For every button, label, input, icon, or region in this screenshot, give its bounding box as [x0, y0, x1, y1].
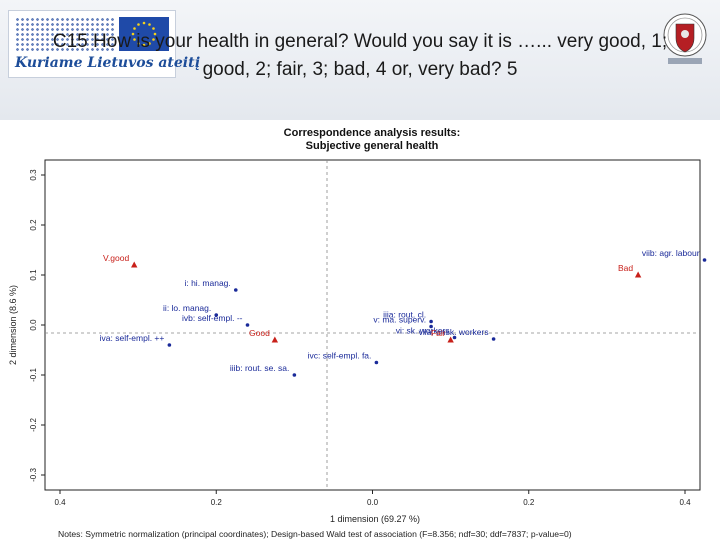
occupation-label: i: hi. manag.	[184, 278, 230, 288]
occupation-label: iiia: rout. cl.	[383, 310, 426, 320]
occupation-marker	[374, 360, 379, 365]
occupation-label: ivb: self-empl. --	[182, 313, 243, 323]
occupation-marker	[292, 373, 297, 377]
slide-header: Kuriame Lietuvos ateitį C15 How is your …	[0, 0, 720, 120]
y-tick-label: 0.2	[29, 219, 38, 231]
question-title: C15 How is your health in general? Would…	[52, 31, 668, 80]
health-marker	[634, 271, 642, 278]
occupation-label: viib: agr. labour	[642, 248, 700, 258]
x-tick-label: 0.2	[211, 498, 223, 507]
occupation-label: viia: unsk. workers	[419, 327, 489, 337]
plot-frame	[44, 159, 701, 491]
data-points: i: hi. manag. ii: lo. manag.ivb: self-emp…	[100, 248, 707, 377]
x-tick-label: 0.4	[679, 498, 691, 507]
occupation-label: iva: self-empl. ++	[100, 333, 165, 343]
y-tick-label: -0.2	[29, 418, 38, 432]
y-tick-label: -0.1	[29, 368, 38, 382]
occupation-label: ii: lo. manag.	[163, 303, 211, 313]
chart-title: Correspondence analysis results:	[284, 127, 461, 139]
y-axis-ticks: -0.3 -0.2 -0.1 0.0 0.1 0.2 0.3	[29, 169, 45, 482]
health-marker	[271, 336, 279, 343]
health-marker	[131, 261, 138, 268]
health-marker	[447, 336, 454, 343]
chart-subtitle: Subjective general health	[306, 140, 439, 152]
health-label: Good	[249, 328, 270, 338]
y-tick-label: 0.3	[29, 169, 38, 181]
occupation-marker	[167, 343, 172, 347]
eu-flag-icon	[119, 17, 169, 51]
occupation-label: ivc: self-empl. fa.	[308, 351, 372, 361]
x-axis-ticks: 0.4 0.2 0.0 0.2 0.4	[54, 490, 691, 507]
x-tick-label: 0.0	[367, 498, 379, 507]
x-tick-label: 0.2	[523, 498, 535, 507]
occupation-label: iiib: rout. se. sa.	[230, 363, 290, 373]
occupation-marker	[233, 288, 238, 292]
occupation-marker	[491, 337, 496, 341]
occupation-marker	[245, 323, 250, 327]
health-label: V.good	[103, 253, 129, 263]
university-seal-icon	[662, 12, 708, 66]
health-label: Bad	[618, 263, 633, 273]
occupation-label: vi: sk. workers	[396, 326, 450, 336]
x-tick-label: 0.4	[54, 498, 66, 507]
y-axis-label: 2 dimension (8.6 %)	[8, 285, 18, 365]
occupation-marker	[214, 313, 219, 317]
y-tick-label: 0.0	[29, 319, 38, 331]
y-tick-label: -0.3	[29, 468, 38, 482]
occupation-marker	[429, 319, 433, 324]
occupation-marker	[429, 324, 433, 329]
x-axis-label: 1 dimension (69.27 %)	[330, 514, 420, 524]
correspondence-chart: Correspondence analysis results: Subject…	[8, 127, 707, 539]
health-label: Fair	[431, 328, 446, 338]
occupation-marker	[452, 335, 457, 340]
project-logo: Kuriame Lietuvos ateitį	[8, 10, 200, 78]
occupation-label: v: ma. superv.	[373, 315, 426, 325]
occupation-marker	[702, 258, 707, 262]
y-tick-label: 0.1	[29, 269, 38, 281]
logo-text: Kuriame Lietuvos ateitį	[15, 55, 200, 71]
chart-note: Notes: Symmetric normalization (principa…	[58, 529, 572, 539]
logo-dot-pattern	[15, 17, 115, 51]
